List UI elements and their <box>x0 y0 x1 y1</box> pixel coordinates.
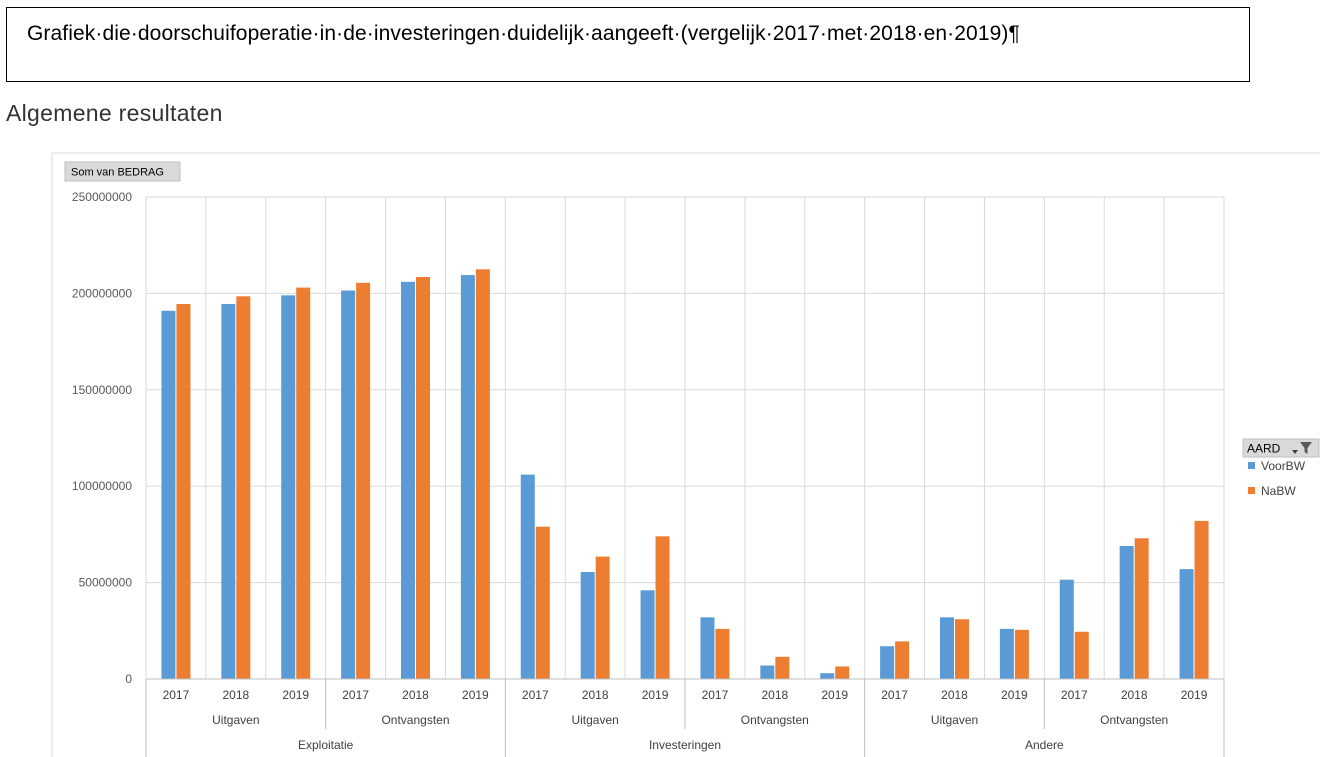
bar-nabw <box>1194 520 1209 679</box>
bar-voorbw <box>1059 579 1074 679</box>
x-tick-label-year: 2017 <box>881 688 908 702</box>
bar-voorbw <box>640 590 655 679</box>
bar-voorbw <box>700 617 715 679</box>
x-tick-label-year: 2017 <box>702 688 729 702</box>
x-tick-label-year: 2018 <box>582 688 609 702</box>
bar-nabw <box>895 641 910 679</box>
y-tick-label: 200000000 <box>72 286 132 300</box>
y-tick-label: 50000000 <box>79 576 133 590</box>
caption-box: Grafiek·die·doorschuifoperatie·in·de·inv… <box>6 7 1250 82</box>
bar-voorbw <box>401 281 415 679</box>
bar-voorbw <box>580 571 595 679</box>
bar-voorbw <box>520 474 535 679</box>
bar-nabw <box>595 556 610 679</box>
bar-voorbw <box>820 673 835 679</box>
bar-nabw <box>296 287 311 679</box>
x-tick-label-subcategory: Uitgaven <box>571 713 618 727</box>
value-field-button-label: Som van BEDRAG <box>71 167 164 179</box>
x-tick-label-group: Investeringen <box>649 738 721 752</box>
x-tick-label-subcategory: Ontvangsten <box>1100 713 1168 727</box>
bar-voorbw <box>281 295 296 679</box>
x-tick-label-year: 2019 <box>462 688 489 702</box>
filter-icon[interactable] <box>1300 442 1312 454</box>
x-tick-label-year: 2018 <box>941 688 968 702</box>
bar-voorbw <box>880 646 895 679</box>
value-field-button[interactable] <box>64 161 181 182</box>
x-tick-label-group: Exploitatie <box>298 738 354 752</box>
x-tick-label-year: 2019 <box>821 688 848 702</box>
legend-field-button[interactable] <box>1242 438 1320 458</box>
legend-swatch-voorbw <box>1248 462 1255 469</box>
x-tick-label-year: 2018 <box>402 688 429 702</box>
x-tick-label-year: 2018 <box>1121 688 1148 702</box>
bar-nabw <box>955 619 969 679</box>
bar-voorbw <box>161 310 176 679</box>
x-tick-label-year: 2019 <box>1181 688 1208 702</box>
section-title: Algemene resultaten <box>6 100 223 126</box>
bar-nabw <box>176 304 191 679</box>
x-tick-label-year: 2017 <box>163 688 190 702</box>
x-tick-label-year: 2019 <box>1001 688 1028 702</box>
x-tick-label-year: 2018 <box>761 688 788 702</box>
bar-nabw <box>1134 538 1149 679</box>
y-tick-label: 150000000 <box>72 383 132 397</box>
x-tick-label-year: 2017 <box>1061 688 1088 702</box>
y-tick-label: 250000000 <box>72 190 132 204</box>
bar-nabw <box>1074 631 1089 679</box>
x-tick-label-subcategory: Uitgaven <box>212 713 259 727</box>
x-tick-label-subcategory: Uitgaven <box>931 713 978 727</box>
x-tick-label-group: Andere <box>1025 738 1064 752</box>
bar-nabw <box>655 536 670 679</box>
legend-swatch-nabw <box>1248 487 1255 494</box>
dropdown-arrow-icon[interactable] <box>1292 450 1298 454</box>
bar-nabw <box>715 628 730 679</box>
bar-nabw <box>475 269 490 679</box>
bar-voorbw <box>1119 545 1134 679</box>
bar-voorbw <box>221 304 236 679</box>
legend-label-voorbw: VoorBW <box>1261 459 1306 473</box>
bar-nabw <box>236 296 251 679</box>
bar-nabw <box>775 656 790 679</box>
bar-voorbw <box>1179 569 1194 679</box>
x-tick-label-year: 2017 <box>522 688 549 702</box>
x-tick-label-year: 2017 <box>342 688 369 702</box>
bar-voorbw <box>460 275 475 679</box>
x-tick-label-year: 2019 <box>282 688 309 702</box>
x-tick-label-year: 2019 <box>642 688 669 702</box>
bar-nabw <box>1014 629 1029 679</box>
legend-title: AARD <box>1247 442 1281 456</box>
bar-voorbw <box>999 628 1014 679</box>
bar-voorbw <box>760 665 775 679</box>
bar-nabw <box>535 526 550 679</box>
x-tick-label-year: 2018 <box>222 688 249 702</box>
x-tick-label-subcategory: Ontvangsten <box>381 713 449 727</box>
bar-nabw <box>416 277 430 679</box>
x-tick-label-subcategory: Ontvangsten <box>741 713 809 727</box>
y-tick-label: 0 <box>125 672 132 686</box>
bar-nabw <box>356 282 371 679</box>
bar-voorbw <box>341 290 356 679</box>
caption-text: Grafiek·die·doorschuifoperatie·in·de·inv… <box>27 22 1020 45</box>
y-tick-label: 100000000 <box>72 479 132 493</box>
legend-label-nabw: NaBW <box>1261 484 1296 498</box>
bar-nabw <box>835 666 850 679</box>
bar-voorbw <box>940 617 954 679</box>
